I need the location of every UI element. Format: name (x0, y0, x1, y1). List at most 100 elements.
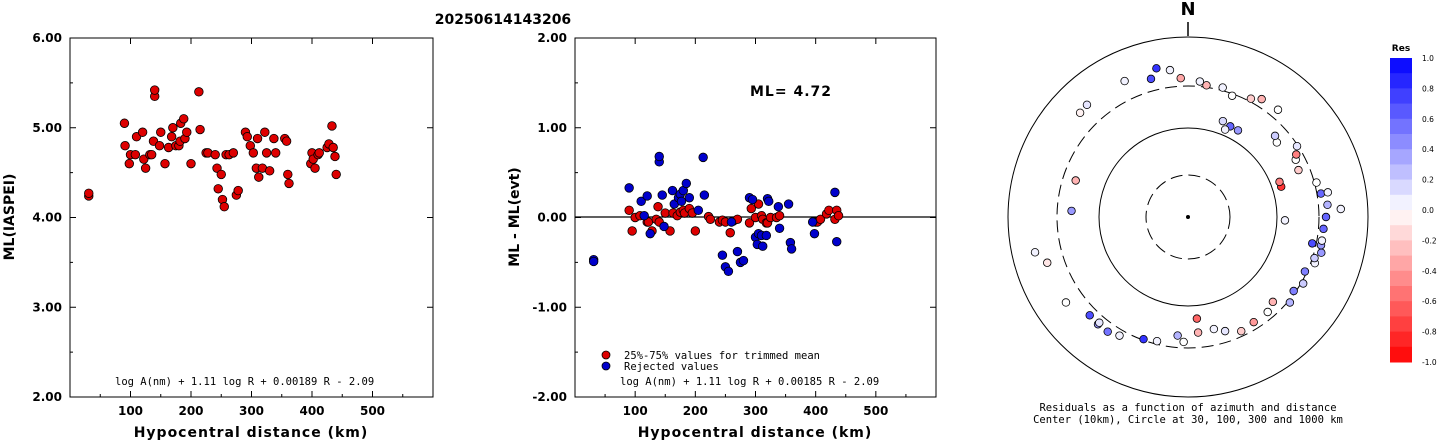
station-marker (1237, 326, 1246, 336)
y-tick-label: 0.00 (537, 211, 567, 225)
station-marker (1273, 105, 1283, 114)
colorbar-cells (1390, 58, 1412, 363)
station-marker (1173, 331, 1182, 340)
axis-ticks-1: 100 200 300 400 500 2.00 3.00 4.00 5.00 6.00 (32, 31, 433, 418)
colorbar-cell (1390, 194, 1412, 211)
data-point (624, 183, 634, 193)
x-axis-label-2: Hypocentral distance (km) (638, 425, 873, 441)
data-point (124, 158, 134, 169)
y-tick-label: -2.00 (532, 390, 567, 404)
station-marker (1152, 64, 1161, 73)
data-point (149, 85, 160, 95)
data-point (774, 223, 785, 233)
y-tick-label: 6.00 (32, 31, 62, 45)
colorbar-cell (1390, 88, 1412, 105)
data-point (698, 152, 708, 163)
x-tick-label: 100 (118, 404, 143, 418)
x-axis-label-1: Hypocentral distance (km) (134, 425, 369, 441)
colorbar-cell (1390, 149, 1412, 165)
station-marker (1095, 318, 1104, 327)
colorbar-cell (1390, 255, 1412, 272)
station-marker (1043, 258, 1052, 267)
x-tick-label: 200 (683, 404, 708, 418)
north-label: N (1180, 0, 1195, 20)
colorbar-cell (1390, 210, 1412, 226)
station-marker (1298, 279, 1308, 288)
colorbar-cell (1390, 331, 1412, 348)
legend-marker-kept (601, 350, 611, 360)
station-marker (1300, 267, 1310, 276)
station-marker (1103, 327, 1112, 336)
data-point (660, 208, 670, 218)
data-point (667, 185, 678, 196)
y-tick-label: -1.00 (532, 300, 567, 314)
station-marker (1312, 178, 1321, 187)
panel-ml-vs-distance: 100 200 300 400 500 2.00 3.00 4.00 5.00 6.00 ML(I… (2, 31, 434, 441)
data-point (725, 228, 735, 238)
y-tick-label: 5.00 (32, 121, 62, 135)
y-axis-label-2: ML - ML(evt) (507, 167, 523, 266)
data-point (676, 196, 687, 207)
station-marker (1220, 326, 1230, 336)
station-marker (1218, 116, 1228, 126)
data-point (281, 136, 292, 146)
data-point (331, 169, 341, 180)
colorbar-cell (1390, 58, 1412, 74)
station-marker (1176, 73, 1185, 83)
data-point (717, 250, 728, 260)
data-point (219, 202, 229, 212)
colorbar-cell (1390, 270, 1412, 287)
colorbar-tick-label: -0.2 (1422, 236, 1437, 245)
station-marker (1195, 77, 1205, 86)
data-point (764, 196, 774, 207)
station-marker (1275, 177, 1284, 187)
formula-2: log A(nm) + 1.11 log R + 0.00185 R - 2.0… (620, 376, 879, 388)
station-marker (1071, 176, 1080, 185)
data-point (194, 87, 204, 97)
data-point (642, 191, 652, 201)
data-point (747, 194, 758, 205)
station-marker (1193, 328, 1203, 337)
station-markers (1030, 64, 1345, 347)
data-point (824, 205, 834, 216)
colorbar-tick-label: -0.6 (1422, 297, 1437, 306)
station-marker (1115, 331, 1124, 340)
station-marker (1317, 236, 1327, 245)
data-point (723, 266, 734, 277)
data-point (140, 163, 151, 173)
data-point (154, 140, 165, 151)
x-tick-label: 300 (743, 404, 768, 418)
data-point (738, 255, 749, 266)
data-point (732, 246, 743, 257)
data-point (310, 163, 320, 173)
data-point (328, 142, 338, 153)
data-point (228, 148, 239, 158)
station-marker (1085, 311, 1094, 320)
data-point (160, 158, 170, 169)
colorbar-tick-label: -1.0 (1422, 358, 1437, 367)
legend-marker-rejected (601, 361, 611, 371)
station-marker (1289, 286, 1298, 296)
station-marker (1165, 65, 1175, 75)
x-tick-label: 500 (360, 404, 385, 418)
station-marker (1263, 307, 1272, 317)
station-marker (1280, 216, 1290, 225)
station-marker (1139, 334, 1148, 344)
colorbar-cell (1390, 73, 1412, 89)
data-point (210, 149, 220, 160)
data-point (699, 190, 710, 200)
station-marker (1257, 94, 1266, 104)
axis-ticks-2: 100 200 300 400 500 -2.00 -1.00 0.00 1.00 2.00 (532, 31, 936, 418)
data-point (833, 211, 844, 221)
panel-residual-vs-distance: 100 200 300 400 500 -2.00 -1.00 0.00 1.00 2.00 ML… (507, 31, 937, 441)
data-point (260, 127, 270, 137)
colorbar-cell (1390, 103, 1412, 120)
station-marker (1075, 108, 1085, 118)
colorbar-tick-label: 0.8 (1422, 84, 1434, 93)
colorbar-tick-label: -0.4 (1422, 267, 1437, 276)
data-point (774, 211, 785, 221)
polar-caption-2: Center (10km), Circle at 30, 100, 300 an… (1033, 414, 1343, 426)
data-points-2 (588, 151, 844, 277)
data-point (119, 118, 130, 128)
data-point (627, 226, 637, 236)
